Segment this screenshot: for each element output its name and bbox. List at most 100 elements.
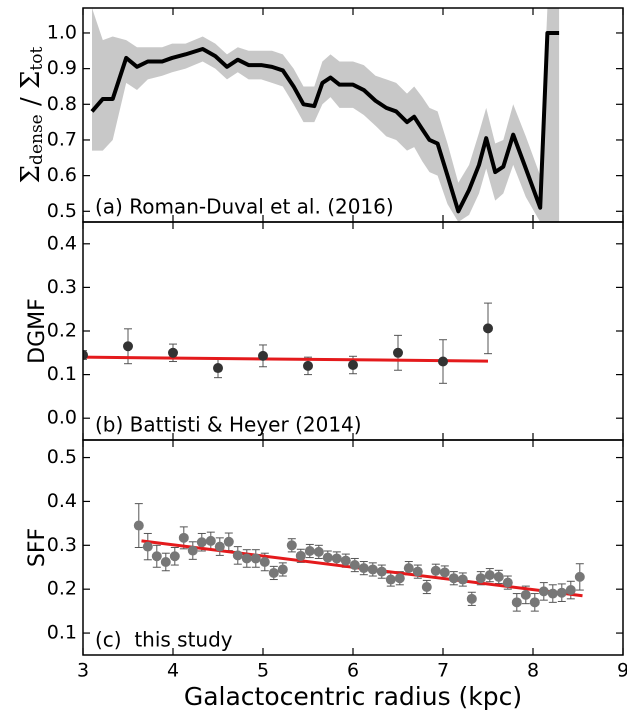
y-tick-label: 0.6 [47,164,77,186]
y-tick-label: 0.2 [47,578,77,600]
x-tick-label: 3 [77,660,89,682]
y-axis-label: DGMF [25,298,50,364]
data-point [223,536,234,547]
data-point [241,553,252,564]
fit-line [83,355,489,363]
y-tick-label: 0.1 [47,363,77,385]
data-point [331,553,342,564]
data-point [232,550,243,561]
data-point [475,573,486,584]
data-point [466,593,477,604]
x-tick-label: 9 [617,660,627,682]
data-point [484,570,495,581]
data-point [259,556,270,567]
data-point [303,360,313,371]
panel-annotation: (b) Battisti & Heyer (2014) [95,413,362,437]
y-tick-label: 0.3 [47,276,77,298]
data-point [160,556,171,567]
data-point [376,566,387,577]
data-point [448,573,459,584]
data-point [457,574,468,585]
data-point [340,555,351,566]
y-axis-label: SFF [25,528,50,567]
y-tick-label: 0.4 [47,232,77,254]
data-point [430,565,441,576]
data-point [168,347,178,358]
data-point [250,553,261,564]
y-tick-label: 0.9 [47,57,77,79]
data-point [258,350,268,361]
data-point [358,563,369,574]
data-point [133,520,144,531]
data-point [538,586,549,597]
data-point [187,545,198,556]
y-tick-label: 1.0 [47,21,77,43]
x-tick-label: 7 [437,660,449,682]
data-point [196,537,207,548]
data-point [151,551,162,562]
data-point [313,546,324,557]
data-point [213,363,223,374]
plot-area [133,503,585,612]
plot-area [83,302,493,384]
data-point [547,588,558,599]
data-point [439,567,450,578]
data-line [90,30,560,214]
data-point [385,574,396,585]
plot-area [90,8,560,222]
data-point [520,589,531,600]
data-point [393,347,403,358]
x-tick-label: 5 [257,660,269,682]
data-point [142,541,153,552]
x-tick-label: 4 [167,660,179,682]
data-point [556,587,567,598]
panel-annotation: (c) this study [95,628,233,652]
data-point [178,532,189,543]
data-point [412,566,423,577]
y-tick-label: 0.1 [47,622,77,644]
data-point [438,356,448,367]
data-point [421,581,432,592]
data-point [83,349,88,360]
data-point [286,540,297,551]
y-tick-label: 0.0 [47,407,77,429]
data-point [511,597,522,608]
data-point [394,573,405,584]
data-point [502,577,513,588]
y-axis-label-part: tot [27,47,47,71]
data-point [322,552,333,563]
data-point [169,551,180,562]
data-point [277,564,288,575]
data-point [295,550,306,561]
x-axis-label: Galactocentric radius (kpc) [184,682,522,711]
y-tick-label: 0.5 [47,446,77,468]
uncertainty-band [92,8,560,222]
y-tick-label: 0.3 [47,534,77,556]
data-point [123,341,133,352]
y-tick-label: 0.8 [47,93,77,115]
y-tick-label: 0.4 [47,490,77,512]
panel-annotation: (a) Roman-Duval et al. (2016) [95,195,394,219]
data-point [349,560,360,571]
y-axis-label-part: / Σ [16,71,46,115]
data-point [493,571,504,582]
data-point [268,567,279,578]
data-point [529,597,540,608]
data-point [403,563,414,574]
y-axis-label-part: Σ [16,165,46,183]
y-axis-label: Σdense / Σtot [16,47,47,184]
y-tick-label: 0.7 [47,128,77,150]
data-point [214,541,225,552]
data-point [574,571,585,582]
data-point [565,585,576,596]
panel-frame [82,439,624,656]
data-point [304,546,315,557]
data-point [348,360,358,371]
panel-frame [82,221,624,441]
y-tick-label: 0.2 [47,320,77,342]
y-tick-label: 0.5 [47,200,77,222]
data-point [367,564,378,575]
data-point [483,323,493,334]
x-tick-label: 8 [527,660,539,682]
